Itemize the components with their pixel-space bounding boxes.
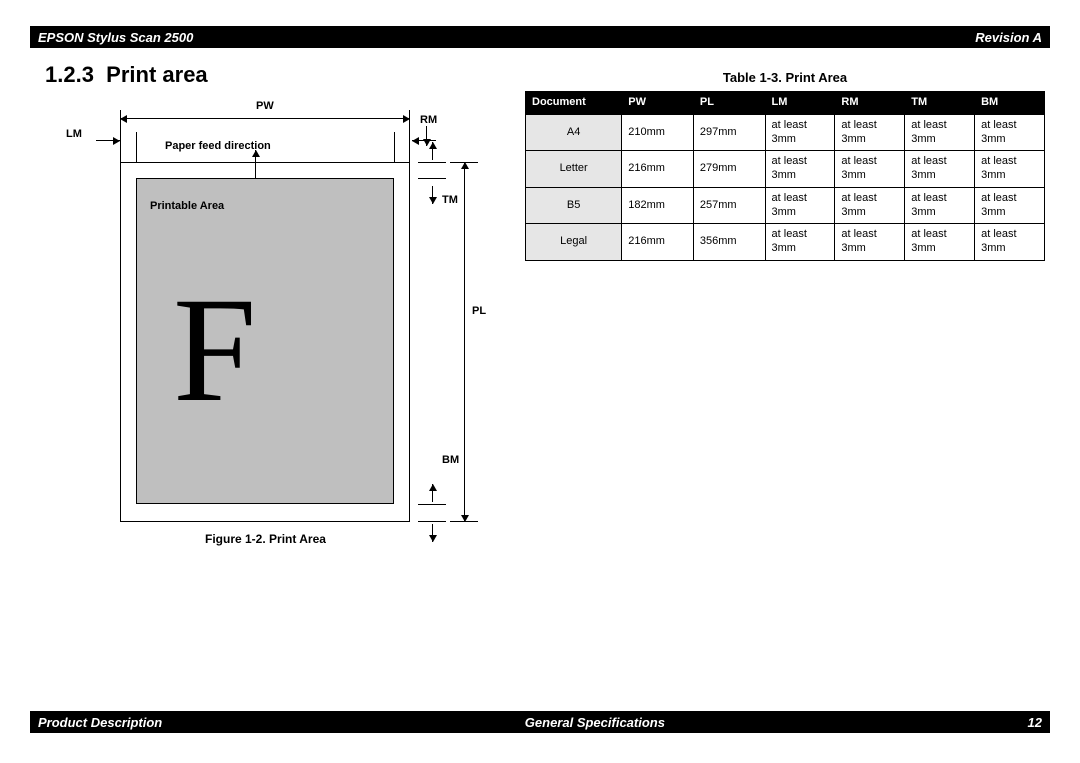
figure-caption: Figure 1-2. Print Area — [205, 532, 326, 546]
footer-right: 12 — [1028, 715, 1042, 730]
table-cell: 216mm — [622, 224, 694, 261]
table-cell: at least3mm — [765, 224, 835, 261]
table-header-cell: TM — [905, 92, 975, 115]
table-row: Legal216mm356mmat least3mmat least3mmat … — [526, 224, 1045, 261]
header-bar: EPSON Stylus Scan 2500 Revision A — [30, 26, 1050, 48]
bm-arrow-down — [432, 524, 433, 542]
table-cell: Legal — [526, 224, 622, 261]
table-cell: 210mm — [622, 114, 694, 151]
tm-arrow-down — [432, 186, 433, 204]
pl-dimension — [464, 162, 465, 522]
table-cell: A4 — [526, 114, 622, 151]
tick — [418, 162, 446, 163]
label-pl: PL — [472, 305, 486, 317]
label-feed: Paper feed direction — [165, 140, 271, 152]
footer-left: Product Description — [38, 715, 162, 730]
tick — [136, 132, 137, 162]
table-cell: at least3mm — [975, 187, 1045, 224]
footer-center: General Specifications — [162, 715, 1027, 730]
footer-bar: Product Description General Specificatio… — [30, 711, 1050, 733]
pw-dimension — [120, 118, 410, 119]
table-cell: at least3mm — [765, 187, 835, 224]
table-cell: at least3mm — [765, 151, 835, 188]
table-cell: 182mm — [622, 187, 694, 224]
label-pw: PW — [256, 100, 274, 112]
header-right: Revision A — [975, 30, 1042, 45]
table-cell: 279mm — [693, 151, 765, 188]
tick — [418, 521, 446, 522]
table-cell: at least3mm — [835, 151, 905, 188]
table-cell: at least3mm — [905, 224, 975, 261]
section-heading: Print area — [106, 62, 208, 87]
table: DocumentPWPLLMRMTMBM A4210mm297mmat leas… — [525, 91, 1045, 261]
table-cell: at least3mm — [905, 187, 975, 224]
table-cell: 356mm — [693, 224, 765, 261]
table-cell: at least3mm — [835, 114, 905, 151]
tick — [418, 178, 446, 179]
table-header-cell: PW — [622, 92, 694, 115]
table-cell: at least3mm — [975, 224, 1045, 261]
table-header-cell: LM — [765, 92, 835, 115]
tick — [418, 504, 446, 505]
table-cell: 216mm — [622, 151, 694, 188]
label-rm: RM — [420, 114, 437, 126]
tick — [394, 132, 395, 162]
table-cell: Letter — [526, 151, 622, 188]
table-header-cell: RM — [835, 92, 905, 115]
section-number: 1.2.3 — [45, 62, 94, 87]
table-row: A4210mm297mmat least3mmat least3mmat lea… — [526, 114, 1045, 151]
label-bm: BM — [442, 454, 459, 466]
table-header-cell: Document — [526, 92, 622, 115]
print-area-table: Table 1-3. Print Area DocumentPWPLLMRMTM… — [525, 70, 1045, 261]
table-cell: 257mm — [693, 187, 765, 224]
tm-arrow-up — [432, 142, 433, 160]
lm-arrow — [96, 140, 120, 141]
table-row: Letter216mm279mmat least3mmat least3mmat… — [526, 151, 1045, 188]
table-header-cell: BM — [975, 92, 1045, 115]
header-left: EPSON Stylus Scan 2500 — [38, 30, 193, 45]
section-title: 1.2.3 Print area — [45, 62, 208, 88]
bm-arrow-up — [432, 484, 433, 502]
table-header-cell: PL — [693, 92, 765, 115]
table-cell: at least3mm — [905, 151, 975, 188]
table-cell: B5 — [526, 187, 622, 224]
rm-arrow-v — [426, 126, 427, 146]
table-caption: Table 1-3. Print Area — [525, 70, 1045, 85]
table-cell: at least3mm — [835, 224, 905, 261]
table-cell: at least3mm — [835, 187, 905, 224]
table-cell: at least3mm — [905, 114, 975, 151]
label-lm: LM — [66, 128, 82, 140]
print-area-diagram: PW LM RM F Paper feed direction Printabl… — [60, 100, 480, 530]
table-cell: at least3mm — [975, 151, 1045, 188]
feed-arrow — [255, 150, 256, 178]
table-cell: at least3mm — [975, 114, 1045, 151]
label-tm: TM — [442, 194, 458, 206]
orientation-glyph: F — [173, 275, 256, 425]
table-row: B5182mm257mmat least3mmat least3mmat lea… — [526, 187, 1045, 224]
table-cell: at least3mm — [765, 114, 835, 151]
table-cell: 297mm — [693, 114, 765, 151]
label-printable: Printable Area — [150, 200, 224, 212]
